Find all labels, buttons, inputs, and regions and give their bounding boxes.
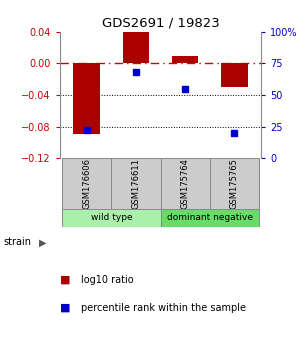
Text: GSM176611: GSM176611 [131,158,140,209]
Bar [172,56,199,63]
Bar [112,158,160,209]
Text: wild type: wild type [91,213,132,222]
Text: GSM176606: GSM176606 [82,158,91,209]
Text: ■: ■ [60,303,70,313]
Text: dominant negative: dominant negative [167,213,253,222]
Bar [160,158,209,209]
Bar [209,158,259,209]
Bar [62,158,112,209]
Text: strain: strain [3,238,31,247]
Title: GDS2691 / 19823: GDS2691 / 19823 [102,16,219,29]
Text: GSM175765: GSM175765 [230,158,238,209]
Bar [62,209,161,227]
Text: percentile rank within the sample: percentile rank within the sample [81,303,246,313]
Text: GSM175764: GSM175764 [181,158,190,209]
Text: ■: ■ [60,275,70,285]
Bar [220,63,248,87]
Bar [160,209,259,227]
Text: log10 ratio: log10 ratio [81,275,134,285]
Bar [122,32,149,63]
Text: ▶: ▶ [39,238,46,247]
Bar [74,63,100,135]
